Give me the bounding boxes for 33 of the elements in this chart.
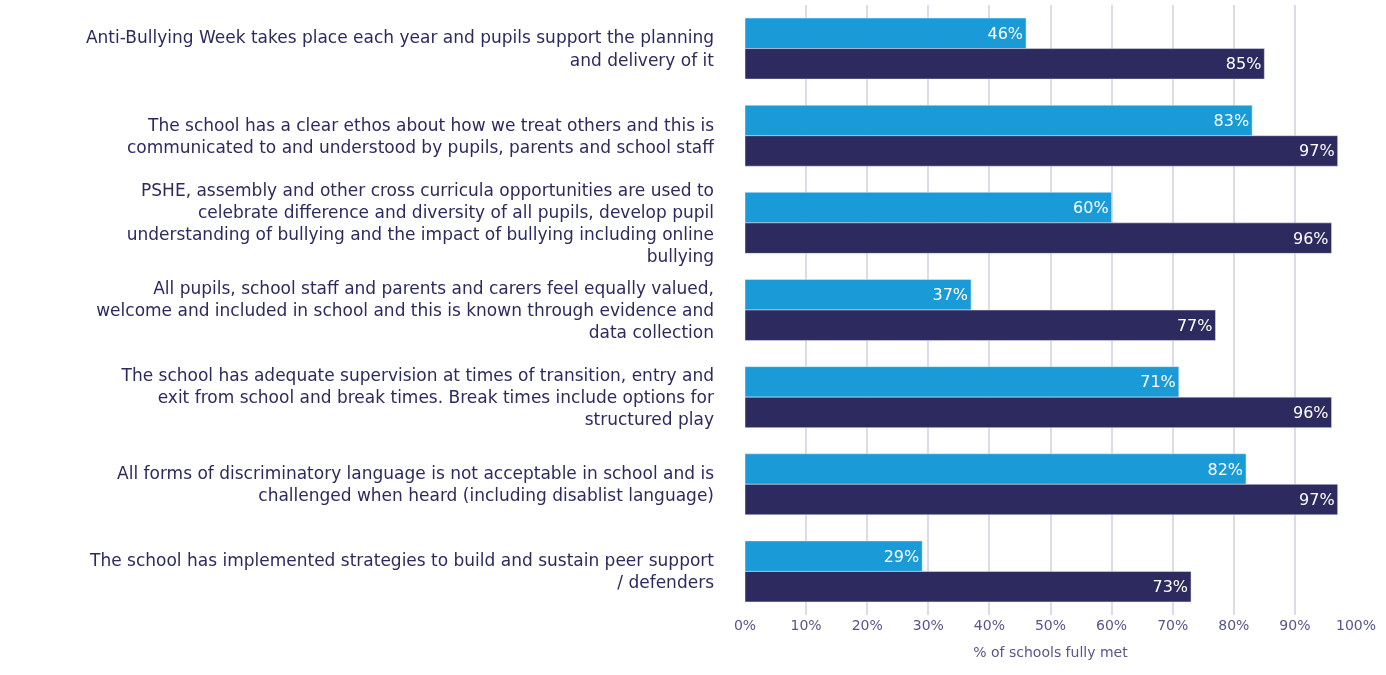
- x-tick-label: 20%: [851, 617, 883, 633]
- data-label: 71%: [1140, 372, 1176, 392]
- data-label: 97%: [1299, 141, 1335, 161]
- y-tick-label: All pupils, school staff and parents and carers feel equally valued, welcome and included in school and this is known through evidence and data collection: [96, 277, 714, 343]
- y-tick-label: Anti-Bullying Week takes place each year and pupils support the planning and delivery of it: [85, 27, 715, 70]
- x-tick-label: 50%: [1034, 617, 1067, 633]
- data-label: 97%: [1299, 490, 1335, 510]
- y-tick-label: The school has implemented strategies to build and sustain peer support / defenders: [89, 550, 715, 593]
- data-label: 77%: [1176, 315, 1213, 335]
- y-tick-label: All forms of discriminatory language is not acceptable in school and is challenged when heard (including disablist language): [117, 463, 715, 506]
- x-tick-label: 80%: [1218, 617, 1250, 633]
- data-label: 96%: [1293, 228, 1329, 248]
- data-label: 83%: [1213, 110, 1250, 130]
- x-tick-label: 40%: [973, 617, 1005, 633]
- data-label: 73%: [1152, 577, 1189, 597]
- data-label: 85%: [1225, 54, 1262, 74]
- data-label: 29%: [883, 546, 920, 566]
- x-tick-label: 30%: [912, 617, 944, 633]
- y-tick-label: The school has a clear ethos about how we treat others and this is communicated to and understood by pupils, parents and school staff: [126, 114, 716, 157]
- data-label: 82%: [1207, 459, 1244, 479]
- y-tick-label: The school has adequate supervision at times of transition, entry and exit from school and break times. Break times include options for structured play: [120, 364, 714, 430]
- x-tick-label: 0%: [733, 617, 757, 633]
- data-label: 60%: [1073, 198, 1109, 218]
- x-tick-label: 60%: [1096, 617, 1128, 633]
- data-label: 37%: [932, 285, 969, 305]
- data-label: 96%: [1293, 402, 1329, 422]
- x-tick-label: 100%: [1335, 617, 1377, 633]
- x-tick-label: 10%: [790, 617, 822, 633]
- data-label: 46%: [987, 23, 1024, 43]
- y-tick-label: PSHE, assembly and other cross curricula opportunities are used to celebrate difference and diversity of all pupils, develop pupil understanding of bullying and the impact of bullying including online bullying: [126, 179, 714, 266]
- x-tick-label: 90%: [1279, 617, 1311, 633]
- x-axis-title: % of schools fully met: [973, 644, 1129, 661]
- x-tick-label: 70%: [1157, 617, 1189, 633]
